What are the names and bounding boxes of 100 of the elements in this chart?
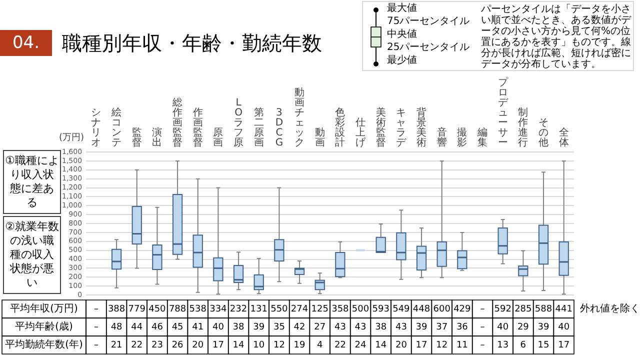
- text: 21: [110, 340, 122, 350]
- text: 20: [395, 340, 408, 350]
- text: 平均年齢(歳): [15, 320, 74, 333]
- x-tick-label: 色彩設計: [335, 106, 346, 149]
- text: 22: [131, 340, 143, 350]
- text: 39: [416, 322, 428, 332]
- text: 27: [314, 322, 326, 332]
- text: 12: [436, 340, 448, 350]
- text: ①職種により収入状態に差ある: [3, 150, 61, 214]
- text: 40: [497, 322, 509, 332]
- text: 23: [151, 340, 163, 350]
- x-tick-label: 監督: [132, 128, 142, 149]
- text: 448: [412, 304, 430, 314]
- text: 平均年収(万円): [10, 302, 78, 315]
- text: ②就業年数の浅い職種の収入状態が悪い: [3, 216, 61, 294]
- text: 最大値: [387, 3, 417, 15]
- text: 788: [168, 304, 186, 314]
- text: 334: [210, 304, 228, 314]
- text: 46: [151, 322, 164, 332]
- x-tick-label: 撮影: [457, 126, 468, 149]
- text: 6: [520, 340, 526, 350]
- text: 13: [497, 340, 509, 350]
- x-tick-label: 作画監督: [192, 108, 203, 149]
- text: 29: [517, 322, 530, 332]
- text: –: [94, 304, 99, 314]
- chart-title: 職種別年収・年齢・勤続年数: [62, 30, 322, 57]
- text: 285: [514, 304, 532, 314]
- text: 43: [395, 322, 407, 332]
- text: 429: [454, 304, 472, 314]
- text: 24: [354, 340, 367, 350]
- x-tick-label: その他: [538, 118, 548, 149]
- text: 45: [172, 322, 184, 332]
- x-tick-label: 3DCG: [275, 108, 284, 149]
- x-tick-label: 第二原画: [254, 106, 264, 149]
- text: 4: [316, 340, 323, 350]
- text: 131: [250, 304, 268, 314]
- x-tick-label: 音響: [436, 126, 447, 149]
- text: 538: [189, 304, 207, 314]
- text: –: [94, 340, 99, 350]
- text: –: [480, 322, 486, 332]
- x-tick-label: シナリオ: [91, 108, 102, 149]
- x-tick-label: 動画チェック: [294, 88, 305, 149]
- text: 19: [294, 340, 306, 350]
- text: 588: [534, 304, 552, 314]
- x-tick-label: キャラデ: [396, 108, 408, 149]
- text: 25パーセンタイル: [387, 42, 470, 54]
- x-tick-label: 制作進行: [517, 106, 528, 149]
- x-tick-label: 総作画監督: [172, 96, 183, 149]
- text: 48: [110, 322, 123, 332]
- text: 38: [375, 322, 387, 332]
- text: 125: [311, 304, 328, 314]
- text: 593: [372, 304, 390, 314]
- text: 42: [294, 322, 306, 332]
- text: 04.: [0, 30, 52, 56]
- text: 10: [253, 340, 265, 350]
- x-tick-label: 仕上げ: [356, 118, 367, 149]
- text: 550: [270, 304, 288, 314]
- text: 44: [131, 322, 143, 332]
- x-tick-label: 動画: [314, 128, 325, 149]
- text: 500: [352, 304, 370, 314]
- text: 14: [232, 340, 245, 350]
- text: 外れ値を除く: [580, 302, 640, 315]
- text: 592: [494, 304, 512, 314]
- x-tick-label: LOラフ原: [234, 98, 244, 149]
- x-tick-label: 演出: [152, 126, 162, 149]
- text: 40: [558, 322, 570, 332]
- text: 441: [555, 304, 572, 314]
- x-tick-label: 背景美術: [416, 106, 427, 149]
- y-axis-title: (万円): [59, 132, 84, 143]
- text: 20: [192, 340, 204, 350]
- text: パーセンタイルは「データを小さい順で並べたとき、ある数値がデータの小さい方から見て何%の位置にあるかを表す」ものです。線分が長ければ広範、短ければ密にデータが分布しています。: [481, 4, 631, 70]
- text: 450: [148, 304, 166, 314]
- text: –: [480, 304, 486, 314]
- text: 中央値: [387, 29, 417, 41]
- text: 75パーセンタイル: [387, 16, 470, 28]
- text: 14: [375, 340, 387, 350]
- text: 12: [273, 340, 285, 350]
- text: –: [94, 322, 99, 332]
- text: 35: [273, 322, 285, 332]
- text: 39: [253, 322, 265, 332]
- x-tick-label: プロデューサー: [498, 76, 509, 149]
- text: 平均勤続年数(年): [5, 338, 84, 351]
- text: 15: [538, 340, 550, 350]
- text: 11: [456, 340, 468, 350]
- text: 36: [456, 322, 468, 332]
- text: 40: [212, 322, 224, 332]
- text: 232: [230, 304, 248, 314]
- text: 274: [290, 304, 308, 314]
- text: 779: [128, 304, 146, 314]
- x-tick-label: 全体: [558, 126, 569, 149]
- text: 358: [332, 304, 350, 314]
- text: 37: [436, 322, 448, 332]
- text: 388: [108, 304, 126, 314]
- text: 41: [192, 322, 204, 332]
- text: 26: [172, 340, 184, 350]
- text: 22: [334, 340, 346, 350]
- text: 38: [232, 322, 245, 332]
- text: 43: [354, 322, 366, 332]
- text: 17: [212, 340, 224, 350]
- text: 43: [334, 322, 346, 332]
